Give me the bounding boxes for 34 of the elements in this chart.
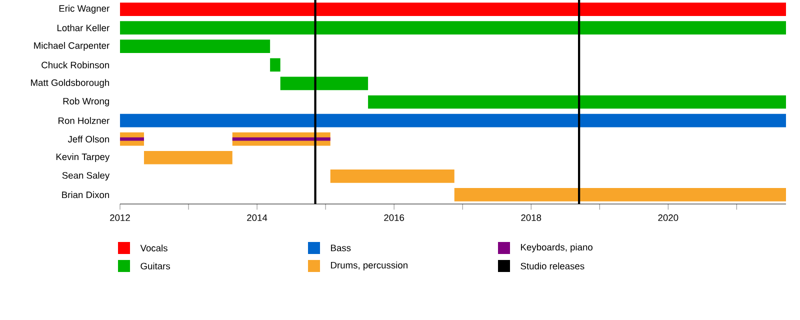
y-tick-label: Brian Dixon	[62, 191, 109, 198]
x-tick-label: 2020	[658, 214, 678, 221]
bar	[120, 21, 786, 34]
y-tick-label: Chuck Robinson	[42, 61, 109, 68]
y-tick-label: Jeff Olson	[68, 136, 110, 142]
legend-label: Studio releases	[520, 262, 584, 270]
y-tick-label: Matt Goldsborough	[31, 79, 109, 88]
bar	[454, 188, 786, 202]
y-tick-label: Ron Holzner	[58, 117, 110, 124]
legend-label: Drums, percussion	[331, 262, 408, 270]
legend-label: Vocals	[140, 244, 168, 252]
x-tick-label: 2014	[247, 214, 268, 221]
bar	[120, 40, 270, 54]
x-tick-label: 2016	[384, 214, 404, 221]
y-tick-label: Lothar Keller	[57, 24, 110, 32]
y-tick-label: Kevin Tarpey	[56, 153, 110, 162]
bar	[368, 95, 786, 109]
bar	[144, 150, 232, 164]
bar	[330, 169, 454, 183]
y-tick-label: Sean Saley	[62, 172, 110, 181]
x-tick-label: 2012	[110, 214, 130, 221]
legend-label: Keyboards, piano	[521, 244, 592, 252]
bar	[232, 137, 330, 141]
x-tick-label: 2018	[521, 214, 542, 221]
legend-label: Guitars	[140, 262, 170, 270]
y-tick-label: Michael Carpenter	[34, 42, 110, 51]
y-tick-label: Rob Wrong	[63, 98, 110, 106]
bar	[270, 58, 280, 72]
bar	[280, 76, 368, 90]
bar	[120, 2, 786, 16]
y-tick-label: Eric Wagner	[59, 4, 110, 14]
legend-label: Bass	[331, 244, 351, 252]
bar	[120, 114, 786, 128]
bar	[120, 137, 144, 141]
